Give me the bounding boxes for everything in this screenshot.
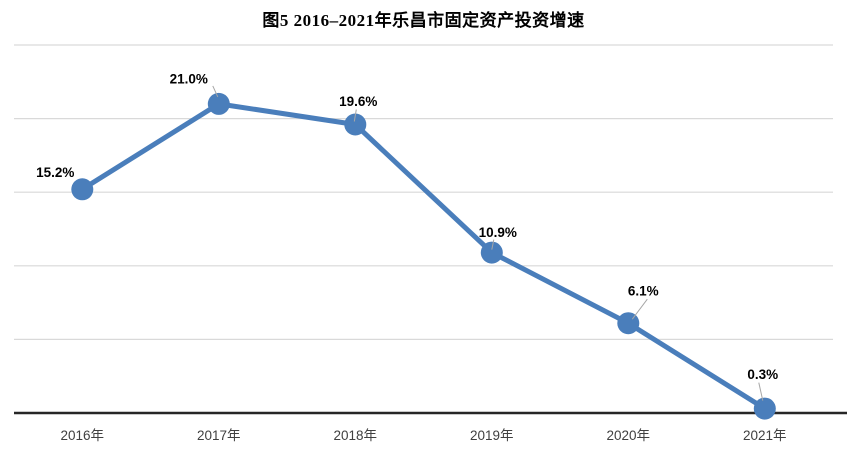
data-point-label: 0.3% [747, 367, 778, 382]
data-point-marker [207, 92, 230, 115]
x-axis-tick-label: 2018年 [334, 428, 378, 443]
label-leader-line [491, 239, 495, 250]
label-leader-line [758, 382, 764, 401]
label-leader-line [353, 109, 357, 122]
chart-title: 图5 2016–2021年乐昌市固定资产投资增速 [262, 11, 585, 30]
data-point-label: 19.6% [339, 94, 377, 109]
data-point-marker [617, 312, 640, 335]
series-line [79, 101, 768, 412]
data-point-marker [344, 113, 367, 136]
data-point-marker [480, 241, 503, 264]
x-axis-tick-label: 2020年 [607, 428, 651, 443]
data-point-marker [71, 178, 94, 201]
data-point-label: 6.1% [628, 284, 659, 299]
data-point-label: 15.2% [36, 165, 74, 180]
x-axis-tick-label: 2021年 [743, 428, 787, 443]
data-point-label: 10.9% [479, 225, 517, 240]
data-point-label: 21.0% [170, 71, 208, 86]
label-leader-line [631, 298, 648, 320]
x-axis-tick-label: 2016年 [61, 428, 105, 443]
x-axis-tick-label: 2019年 [470, 428, 514, 443]
label-leader-line [212, 85, 219, 98]
data-point-marker [753, 397, 776, 420]
x-axis-tick-label: 2017年 [197, 428, 241, 443]
